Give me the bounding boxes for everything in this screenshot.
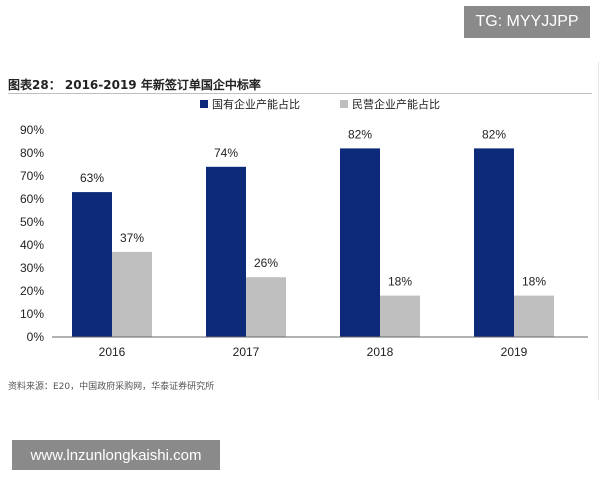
legend-label: 民营企业产能占比: [352, 97, 440, 111]
y-tick-label: 80%: [20, 146, 44, 160]
bar-value-label: 37%: [120, 231, 144, 245]
legend-label: 国有企业产能占比: [212, 97, 300, 111]
chart-title: 图表28： 2016-2019 年新签订单国企中标率: [8, 78, 261, 92]
watermark-top: TG: MYYJJPP: [464, 6, 590, 38]
bar-private: [246, 277, 286, 337]
x-tick-label: 2016: [99, 345, 126, 359]
y-tick-label: 30%: [20, 261, 44, 275]
x-tick-label: 2018: [367, 345, 394, 359]
title-divider: [8, 93, 592, 94]
y-tick-label: 70%: [20, 169, 44, 183]
bar-value-label: 63%: [80, 171, 104, 185]
bar-value-label: 82%: [482, 127, 506, 141]
y-tick-label: 0%: [27, 330, 45, 344]
bar-soe: [72, 192, 112, 337]
bar-private: [112, 251, 152, 337]
x-tick-label: 2017: [233, 345, 260, 359]
y-tick-label: 90%: [20, 123, 44, 137]
bar-private: [380, 295, 420, 337]
bars: 63% 37% 74% 26% 82% 18% 82% 18%: [72, 127, 554, 337]
y-axis: 0% 10% 20% 30% 40% 50% 60% 70% 80% 90%: [20, 123, 44, 344]
y-tick-label: 10%: [20, 307, 44, 321]
source-note: 资料来源：E20，中国政府采购网，华泰证券研究所: [8, 382, 215, 392]
bar-value-label: 18%: [388, 275, 412, 289]
bar-value-label: 82%: [348, 127, 372, 141]
y-tick-label: 50%: [20, 215, 44, 229]
x-tick-label: 2019: [501, 345, 528, 359]
y-tick-label: 40%: [20, 238, 44, 252]
bar-private: [514, 295, 554, 337]
y-tick-label: 60%: [20, 192, 44, 206]
legend-swatch: [200, 100, 208, 108]
bar-soe: [206, 166, 246, 337]
y-tick-label: 20%: [20, 284, 44, 298]
x-axis: 2016 2017 2018 2019: [52, 336, 588, 359]
watermark-bottom: www.lnzunlongkaishi.com: [12, 440, 220, 470]
legend: 国有企业产能占比 民营企业产能占比: [200, 97, 440, 111]
bar-soe: [474, 148, 514, 337]
bar-value-label: 18%: [522, 275, 546, 289]
legend-swatch: [340, 100, 348, 108]
bar-value-label: 26%: [254, 256, 278, 270]
bar-value-label: 74%: [214, 146, 238, 160]
bar-soe: [340, 148, 380, 337]
